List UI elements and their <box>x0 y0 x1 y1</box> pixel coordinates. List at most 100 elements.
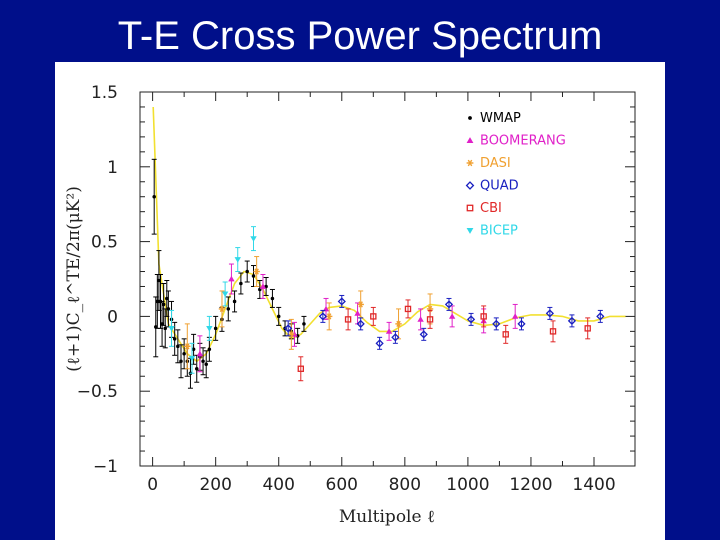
quad-point <box>391 333 400 342</box>
wmap-point <box>161 302 166 307</box>
cbi-point <box>502 331 509 338</box>
wmap-point <box>172 337 177 341</box>
plot-frame <box>139 91 636 467</box>
axis-ticks: 0 200 400 600 800 1000 1200 1400 1.5 1 0.5 0 −0.5 −1 <box>77 83 635 495</box>
y-tick-label: 1.5 <box>91 83 118 103</box>
y-tick-label: 0 <box>107 307 118 327</box>
y-tick-label: 0.5 <box>91 233 118 253</box>
legend-marker-quad <box>465 181 475 190</box>
legend-label-cbi: CBI <box>480 201 502 216</box>
wmap-point <box>226 307 231 311</box>
cbi-point <box>344 316 352 323</box>
legend-marker-cbi <box>466 204 474 212</box>
legend-marker-bicep <box>466 227 474 234</box>
series-quad <box>284 294 605 350</box>
te-spectrum-chart: 0 200 400 600 800 1000 1200 14001.510.50−0.5−1 … <box>64 83 636 527</box>
boomerang-point <box>385 328 393 334</box>
dasi-point <box>325 313 333 320</box>
quad-point <box>517 319 526 328</box>
x-tick-label: 800 <box>389 475 421 495</box>
wmap-point <box>166 307 171 311</box>
cbi-point <box>549 328 557 335</box>
legend-label-dasi: DASI <box>480 156 511 171</box>
wmap-point <box>232 299 237 304</box>
dasi-point <box>357 301 364 308</box>
quad-point <box>492 319 501 328</box>
legend-label-quad: QUAD <box>480 179 519 194</box>
cbi-point <box>480 313 487 320</box>
quad-point <box>375 339 384 348</box>
wmap-point <box>239 281 243 286</box>
bicep-point <box>250 236 257 242</box>
cbi-point <box>404 305 412 313</box>
dasi-point <box>253 268 260 275</box>
y-tick-label: 1 <box>107 158 118 178</box>
wmap-point <box>245 269 249 274</box>
wmap-point <box>163 326 167 331</box>
cbi-point <box>297 365 305 372</box>
star-stroke <box>396 320 401 328</box>
boomerang-point <box>354 310 361 316</box>
wmap-point <box>191 347 196 352</box>
wmap-point <box>251 274 256 278</box>
star-stroke <box>467 159 473 167</box>
wmap-point <box>155 299 160 304</box>
wmap-point <box>154 325 158 329</box>
wmap-point <box>201 359 205 364</box>
series-cbi <box>297 299 591 382</box>
quad-point <box>466 315 476 324</box>
wmap-point <box>276 314 281 319</box>
slide-title: T-E Cross Power Spectrum <box>117 14 603 58</box>
legend-marker-wmap <box>468 116 472 120</box>
wmap-point <box>302 322 306 326</box>
x-tick-label: 1000 <box>446 475 489 495</box>
quad-point <box>444 300 454 309</box>
wmap-point <box>165 296 169 301</box>
wmap-point <box>213 326 218 331</box>
bicep-point <box>188 355 196 362</box>
legend-marker-boomerang <box>466 137 474 144</box>
plot-panel: 0 200 400 600 800 1000 1200 1400 1.5 1 0.5 0 −0.5 −1 … <box>55 62 665 540</box>
x-axis-title: Multipole ℓ <box>339 507 435 527</box>
bicep-point <box>221 291 229 298</box>
star-stroke <box>326 313 332 320</box>
x-tick-label: 1400 <box>572 475 615 495</box>
y-tick-label: −1 <box>93 457 118 477</box>
quad-point <box>419 330 428 339</box>
legend-label-boomerang: BOOMERANG <box>480 134 566 149</box>
boomerang-point <box>228 275 235 282</box>
boomerang-point <box>511 313 519 319</box>
star-stroke <box>185 343 190 350</box>
wmap-point <box>204 362 208 367</box>
star-stroke <box>219 305 225 313</box>
dasi-point <box>218 305 226 313</box>
x-tick-label: 600 <box>326 475 358 495</box>
wmap-point <box>182 352 186 356</box>
quad-point <box>337 297 346 306</box>
series-wmap <box>151 158 307 389</box>
y-tick-label: −0.5 <box>77 382 118 402</box>
quad-point <box>567 316 577 326</box>
boomerang-point <box>259 283 267 289</box>
x-tick-label: 400 <box>262 475 294 495</box>
x-tick-label: 0 <box>147 475 158 495</box>
quad-point <box>284 324 293 333</box>
legend-marker-dasi <box>466 159 474 167</box>
cbi-point <box>370 313 377 320</box>
boomerang-point <box>417 316 424 322</box>
bicep-point <box>234 257 241 263</box>
boomerang-point <box>196 350 204 357</box>
y-axis-title: (ℓ+1)C_ℓ^TE/2π(μK²) <box>64 186 84 372</box>
wmap-point <box>270 296 275 301</box>
wmap-point <box>207 347 212 352</box>
dasi-point <box>184 343 191 350</box>
bicep-point <box>168 325 175 332</box>
points-layer <box>151 158 605 389</box>
legend-label-wmap: WMAP <box>480 111 521 126</box>
quad-point <box>596 312 605 321</box>
wmap-point <box>179 359 183 364</box>
legend-label-bicep: BICEP <box>480 224 518 239</box>
bicep-point <box>206 325 213 332</box>
wmap-point <box>152 194 156 199</box>
wmap-point <box>157 278 161 283</box>
